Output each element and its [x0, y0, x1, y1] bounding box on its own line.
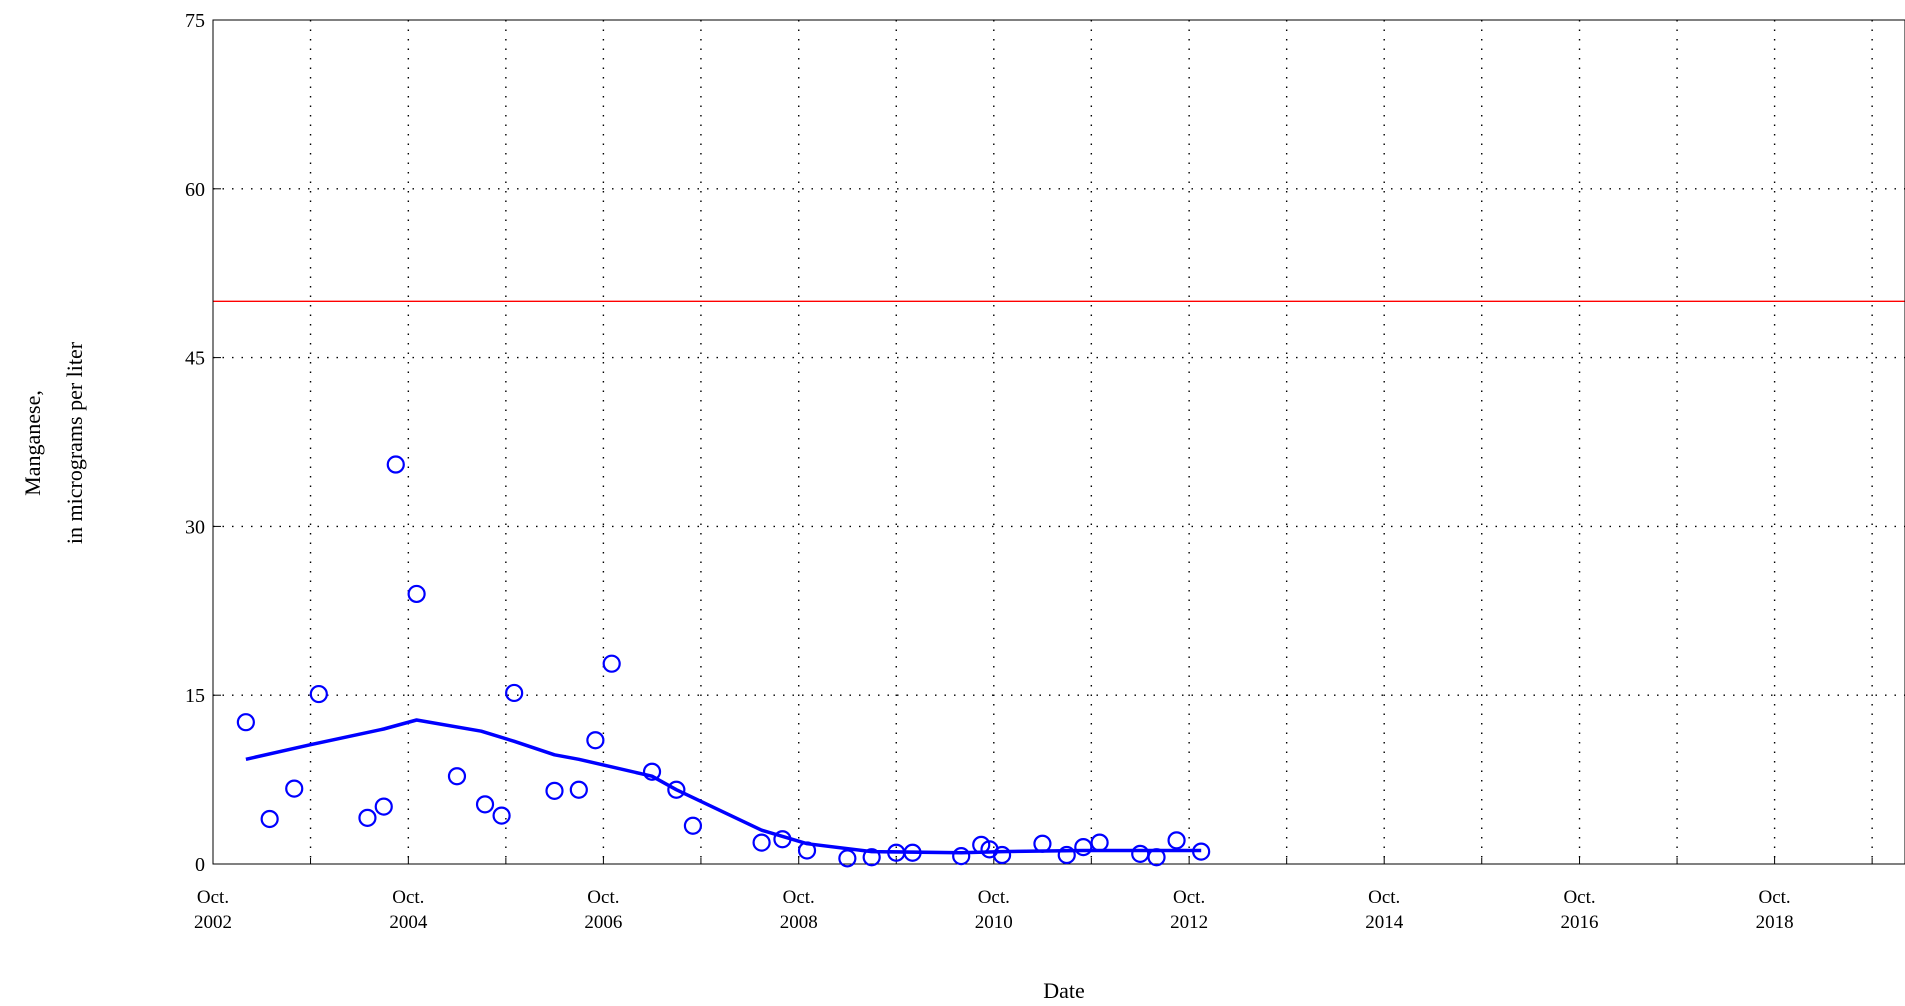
data-point [667, 780, 686, 799]
data-point [683, 816, 703, 835]
data-point [285, 779, 304, 798]
data-point [602, 654, 621, 673]
data-point [309, 684, 328, 704]
data-point [752, 833, 771, 852]
x-tick-label-year: 2008 [780, 912, 818, 933]
y-tick-label: 15 [185, 685, 205, 707]
x-tick-label-month: Oct. [783, 887, 815, 908]
data-point [1192, 842, 1211, 861]
x-tick-label-month: Oct. [1173, 887, 1205, 908]
data-point [374, 797, 393, 816]
data-point [447, 767, 467, 786]
y-tick-label: 45 [185, 348, 205, 370]
data-point [407, 584, 426, 604]
data-point [773, 830, 792, 849]
x-tick-label-month: Oct. [1368, 887, 1400, 908]
x-tick-label: Oct. 2018 [1756, 887, 1794, 933]
data-point [1167, 831, 1186, 850]
data-point [358, 808, 377, 827]
axis-ticks [212, 19, 1873, 865]
data-point [492, 806, 511, 825]
data-point [475, 795, 495, 814]
data-point [1033, 834, 1052, 853]
data-point [1057, 845, 1076, 865]
x-tick-label-year: 2010 [975, 912, 1013, 933]
data-point [586, 731, 605, 750]
y-tick-label: 30 [185, 516, 205, 538]
x-tick-label-year: 2018 [1756, 912, 1794, 933]
data-point [505, 683, 524, 703]
data-points [236, 455, 1211, 868]
data-point [386, 455, 405, 474]
y-tick-label: 0 [195, 854, 205, 876]
y-tick-label: 60 [185, 179, 205, 201]
x-tick-label-year: 2004 [389, 912, 428, 933]
data-point [1074, 838, 1093, 857]
data-point [838, 849, 857, 868]
x-axis-label: Date [1043, 978, 1085, 1003]
x-tick-label-year: 2006 [584, 912, 622, 933]
x-tick-label-year: 2014 [1365, 912, 1404, 933]
x-tick-label-year: 2012 [1170, 912, 1208, 933]
trend-line [245, 718, 1202, 855]
x-tick-label: Oct. 2002 [194, 887, 232, 933]
x-tick-label-year: 2016 [1561, 912, 1599, 933]
data-point [862, 848, 881, 867]
x-tick-label: Oct. 2016 [1561, 887, 1599, 933]
x-tick-label: Oct. 2012 [1170, 887, 1208, 933]
y-axis-label-line-1: Manganese, [20, 390, 45, 496]
x-tick-label-month: Oct. [1563, 887, 1595, 908]
data-point [797, 841, 817, 860]
x-tick-label-month: Oct. [197, 887, 229, 908]
data-point [1090, 833, 1109, 852]
data-point [569, 780, 588, 799]
y-tick-labels: 0 15 30 45 60 75 [185, 10, 205, 876]
data-point [545, 781, 564, 800]
grid-lines [213, 20, 1905, 864]
y-axis-label-line-2: in micrograms per liter [62, 341, 87, 544]
data-point [236, 713, 255, 732]
x-tick-label: Oct. 2006 [584, 887, 622, 933]
x-tick-label-month: Oct. [587, 887, 619, 908]
trend-line-group [245, 718, 1202, 855]
x-tick-label-year: 2002 [194, 912, 232, 933]
x-tick-labels: Oct. 2002 Oct. 2004 Oct. 2006 Oct. 2008 Oct. 2010… [194, 887, 1794, 933]
data-point [642, 762, 662, 781]
x-tick-label-month: Oct. [392, 887, 424, 908]
y-axis-label: Manganese, in micrograms per liter [20, 341, 87, 544]
data-point [1147, 848, 1166, 867]
data-point [260, 809, 279, 829]
data-point [952, 847, 971, 866]
x-tick-label: Oct. 2010 [975, 887, 1013, 933]
plot-area-frame [212, 19, 1905, 865]
data-point [903, 843, 922, 862]
data-point [992, 845, 1012, 865]
data-point [1131, 844, 1150, 863]
x-tick-label-month: Oct. [978, 887, 1010, 908]
x-tick-label: Oct. 2008 [780, 887, 818, 933]
x-tick-label: Oct. 2014 [1365, 887, 1404, 933]
x-tick-label: Oct. 2004 [389, 887, 428, 933]
x-tick-label-month: Oct. [1759, 887, 1791, 908]
y-tick-label: 75 [185, 10, 205, 32]
